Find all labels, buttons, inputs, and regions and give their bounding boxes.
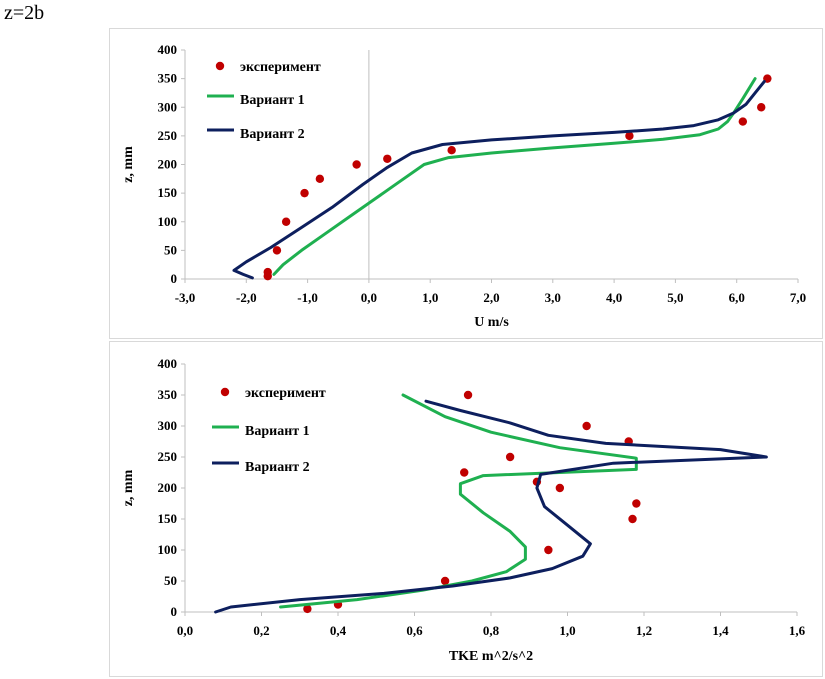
experiment-point: [272, 246, 282, 255]
x-tick-label: -1,0: [297, 290, 318, 305]
y-tick-label: 100: [158, 214, 178, 229]
y-tick-label: 300: [158, 418, 178, 433]
y-axis-title: z, mm: [121, 469, 136, 506]
velocity-chart: 0 50 100 150 200 250 300 350 400 -3,0 -2,0 -1,0 0,0 1…: [121, 42, 806, 330]
tke-chart: 0 50 100 150 200 250 300 350 400 0,0 0,2 0,4 0,6 0,8 1…: [121, 356, 806, 664]
legend-marker-experiment: [220, 387, 230, 397]
experiment-point: [383, 154, 392, 163]
y-tick-label: 250: [158, 128, 178, 143]
x-tick-label: -2,0: [236, 290, 257, 305]
experiment-point: [263, 267, 272, 277]
experiment-point: [460, 468, 469, 477]
experiment-point: [352, 160, 361, 169]
x-tick-label: 1,4: [712, 623, 729, 638]
legend-label: Вариант 2: [245, 460, 310, 475]
x-axis-title: TKE m^2/s^2: [449, 649, 533, 664]
experiment-point: [738, 117, 748, 126]
x-tick-label: 6,0: [729, 290, 745, 305]
y-tick-label: 50: [164, 573, 177, 588]
y-tick-label: 250: [158, 449, 178, 464]
x-tick-label: 5,0: [667, 290, 683, 305]
experiment-point: [632, 499, 641, 508]
experiment-point: [505, 452, 515, 462]
y-tick-label: 100: [158, 542, 178, 557]
y-tick-label: 200: [158, 480, 178, 495]
legend-marker-experiment: [215, 61, 225, 71]
series-line-variant2: [214, 399, 768, 614]
experiment-point: [555, 483, 565, 493]
x-axis-title: U m/s: [474, 315, 509, 330]
legend-label: эксперимент: [240, 60, 321, 75]
y-tick-label: 150: [158, 185, 178, 200]
legend-label: Вариант 1: [240, 93, 305, 108]
series-line-variant2: [232, 80, 766, 280]
tke-chart-panel: 0 50 100 150 200 250 300 350 400 0,0 0,2 0,4 0,6 0,8 1…: [109, 341, 823, 677]
y-tick-label: 300: [158, 99, 178, 114]
x-tick-label: 1,2: [636, 623, 652, 638]
x-tick-label: 0,0: [361, 290, 377, 305]
legend-label: Вариант 2: [240, 127, 305, 142]
x-tick-label: 0,2: [253, 623, 269, 638]
x-tick-label: 1,0: [422, 290, 438, 305]
y-tick-label: 50: [164, 242, 177, 257]
series-line-variant1: [272, 77, 757, 276]
y-tick-label: 400: [158, 42, 178, 57]
y-tick-label: 200: [158, 157, 178, 172]
velocity-chart-panel: 0 50 100 150 200 250 300 350 400 -3,0 -2,0 -1,0 0,0 1…: [109, 28, 823, 339]
x-tick-label: 7,0: [790, 290, 806, 305]
x-tick-label: 0,0: [177, 623, 193, 638]
y-tick-label: 0: [171, 271, 178, 286]
x-tick-label: 3,0: [545, 290, 561, 305]
experiment-point: [300, 188, 309, 198]
y-axis-title: z, mm: [121, 146, 136, 183]
experiment-point: [447, 145, 456, 155]
experiment-point: [544, 545, 553, 555]
y-tick-label: 350: [158, 71, 178, 86]
legend-label: эксперимент: [245, 386, 326, 401]
experiment-point: [303, 604, 312, 614]
x-tick-label: 0,8: [483, 623, 500, 638]
experiment-point: [582, 421, 591, 431]
page-label: z=2b: [4, 2, 45, 24]
legend-label: Вариант 1: [245, 424, 310, 439]
x-tick-label: 1,0: [559, 623, 575, 638]
experiment-point: [315, 174, 325, 184]
experiment-point: [281, 217, 291, 226]
x-tick-label: 0,6: [406, 623, 423, 638]
experiment-point: [463, 390, 473, 400]
x-tick-label: -3,0: [175, 290, 196, 305]
experiment-point: [625, 131, 634, 141]
y-tick-label: 150: [158, 511, 178, 526]
x-tick-label: 0,4: [330, 623, 347, 638]
y-tick-label: 0: [171, 604, 178, 619]
y-tick-label: 400: [158, 356, 178, 371]
x-tick-label: 2,0: [483, 290, 499, 305]
x-tick-label: 1,6: [789, 623, 806, 638]
experiment-point: [757, 103, 766, 112]
experiment-point: [628, 514, 637, 524]
x-tick-label: 4,0: [606, 290, 622, 305]
y-tick-label: 350: [158, 387, 178, 402]
series-line-variant1: [279, 393, 638, 609]
experiment-point: [440, 576, 450, 586]
